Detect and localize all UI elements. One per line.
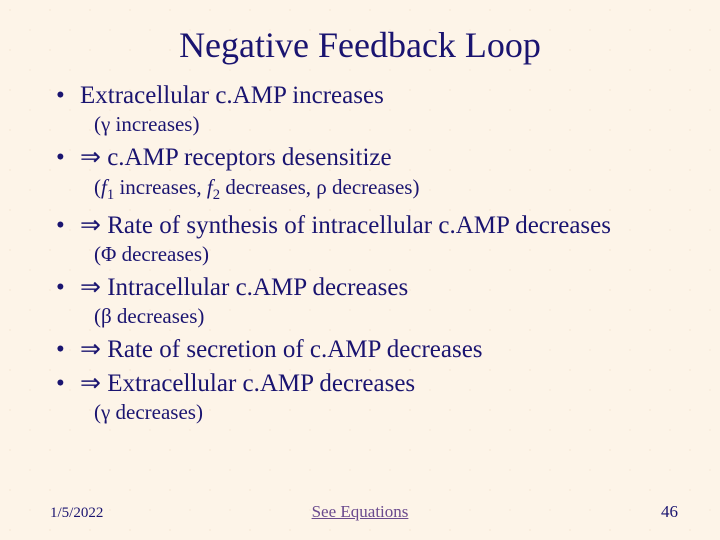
bullet-text: ⇒ Rate of secretion of c.AMP decreases — [80, 336, 483, 363]
page-number: 46 — [661, 502, 678, 522]
bullet-text: ⇒ Intracellular c.AMP decreases — [80, 274, 408, 301]
see-equations-link[interactable]: See Equations — [0, 502, 720, 522]
bullet-item: ⇒ c.AMP receptors desensitize (f1 increa… — [80, 142, 670, 204]
bullet-item: ⇒ Intracellular c.AMP decreases (β decre… — [80, 272, 670, 329]
bullet-text: ⇒ Extracellular c.AMP decreases — [80, 370, 415, 397]
bullet-text: Extracellular c.AMP increases — [80, 82, 384, 109]
bullet-item: ⇒ Rate of synthesis of intracellular c.A… — [80, 210, 670, 267]
bullet-sub: (γ decreases) — [94, 400, 670, 425]
bullet-sub: (Φ decreases) — [94, 242, 670, 267]
bullet-text: ⇒ c.AMP receptors desensitize — [80, 144, 392, 171]
slide-title: Negative Feedback Loop — [50, 24, 670, 66]
bullet-text: ⇒ Rate of synthesis of intracellular c.A… — [80, 212, 611, 239]
bullet-sub: (γ increases) — [94, 112, 670, 137]
bullet-sub: (β decreases) — [94, 304, 670, 329]
bullet-item: ⇒ Extracellular c.AMP decreases (γ decre… — [80, 368, 670, 425]
bullet-list: Extracellular c.AMP increases (γ increas… — [50, 80, 670, 425]
bullet-item: Extracellular c.AMP increases (γ increas… — [80, 80, 670, 137]
bullet-item: ⇒ Rate of secretion of c.AMP decreases — [80, 334, 670, 365]
bullet-sub: (f1 increases, f2 decreases, ρ decreases… — [94, 175, 670, 205]
slide-container: Negative Feedback Loop Extracellular c.A… — [0, 0, 720, 540]
